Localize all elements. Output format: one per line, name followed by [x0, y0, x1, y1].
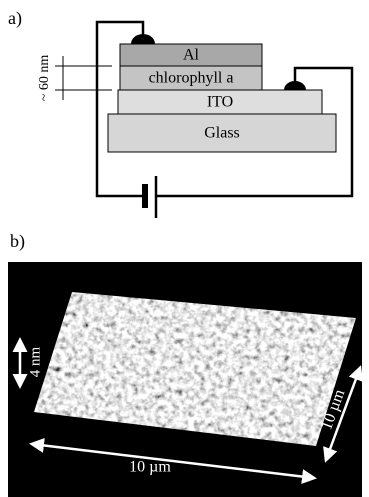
- layer-label: chlorophyll a: [149, 70, 234, 87]
- scale-label: 10 µm: [129, 459, 171, 476]
- thickness-label: ~ 60 nm: [37, 55, 52, 102]
- thickness-marker: [55, 56, 112, 100]
- contact: [284, 81, 306, 90]
- layer-label: ITO: [207, 94, 233, 111]
- panel-label: b): [10, 231, 25, 252]
- figure: a) Al chlorophyll a ITO Glass ~ 60 nm b)…: [0, 0, 369, 497]
- scale-label: 4 nm: [27, 346, 43, 377]
- contact: [131, 34, 155, 44]
- layer-label: Glass: [204, 125, 240, 142]
- layer-label: Al: [183, 47, 200, 64]
- panel-label: a): [8, 8, 22, 29]
